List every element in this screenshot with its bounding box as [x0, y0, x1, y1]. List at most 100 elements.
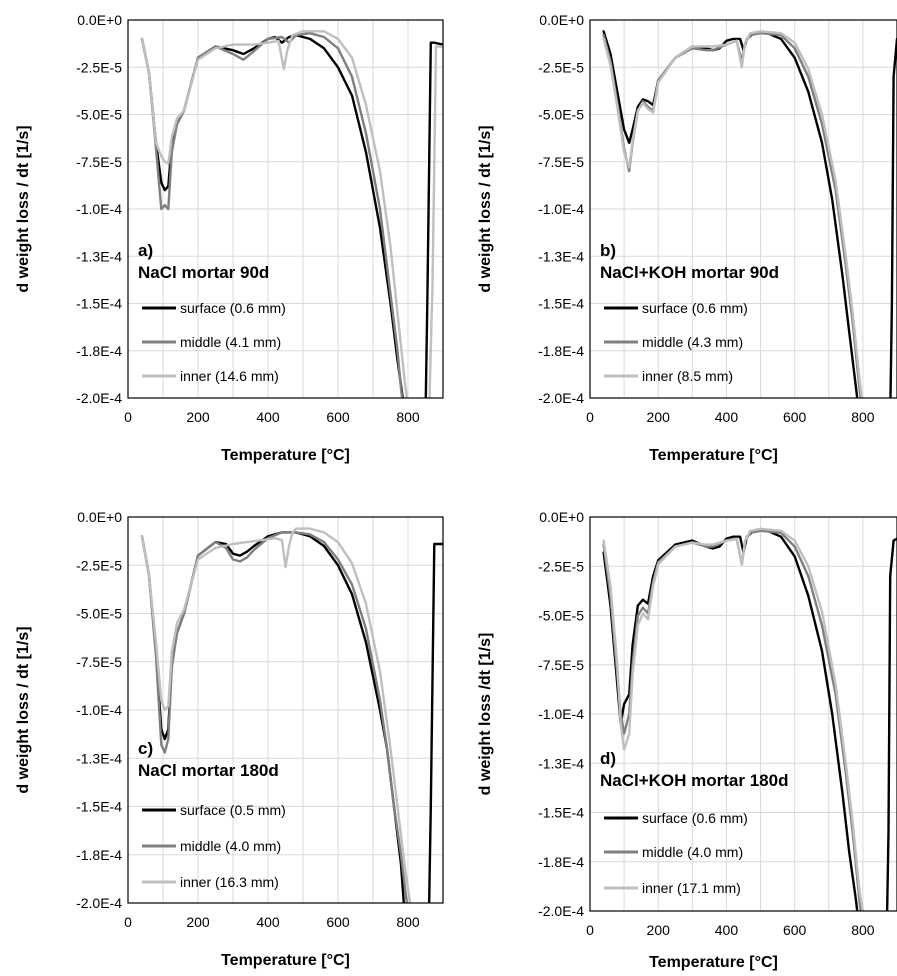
y-tick-label: -1.8E-4 — [76, 343, 122, 359]
y-tick-label: -1.0E-4 — [538, 706, 584, 722]
y-tick-label: -1.8E-4 — [538, 854, 584, 870]
series-line-1 — [140, 531, 443, 903]
y-tick-label: -5.0E-5 — [538, 608, 584, 624]
series-group — [140, 30, 443, 398]
x-tick-label: 200 — [186, 409, 210, 425]
legend-entry: middle (4.1 mm) — [180, 334, 281, 350]
x-tick-label: 0 — [124, 914, 132, 930]
y-tick-label: -1.8E-4 — [538, 343, 584, 359]
y-tick-label: 0.0E+0 — [77, 12, 122, 28]
x-tick-label: 200 — [186, 914, 210, 930]
chart-panel-b: 0.0E+0 -2.5E-5 -5.0E-5 -7.5E-5 -1.0E-4 -1.3E-… — [477, 12, 897, 464]
series-line-1 — [602, 529, 897, 911]
series-line-2 — [602, 32, 862, 398]
x-tick-label: 600 — [783, 922, 807, 938]
y-tick-label: -7.5E-5 — [76, 654, 122, 670]
series-line-3 — [602, 527, 865, 911]
y-tick-label: -5.0E-5 — [538, 107, 584, 123]
series-line-3 — [140, 30, 443, 398]
y-tick-label: -1.3E-4 — [76, 750, 122, 766]
x-tick-label: 600 — [783, 409, 807, 425]
y-tick-label: -2.0E-4 — [76, 390, 122, 406]
y-tick-label: -2.5E-5 — [76, 557, 122, 573]
panel-label: c) — [138, 739, 153, 758]
x-tick-label: 800 — [851, 409, 875, 425]
series-line-2 — [602, 529, 862, 911]
y-tick-label: -2.5E-5 — [538, 558, 584, 574]
x-tick-label: 600 — [326, 914, 350, 930]
y-tick-label: -1.3E-4 — [538, 755, 584, 771]
y-tick-label: -2.0E-4 — [76, 895, 122, 911]
series-group — [140, 527, 443, 903]
y-tick-label: -7.5E-5 — [76, 154, 122, 170]
x-tick-label: 200 — [647, 922, 671, 938]
y-tick-label: -1.3E-4 — [76, 248, 122, 264]
x-axis-title: Temperature [°C] — [221, 447, 350, 464]
x-axis-title: Temperature [°C] — [649, 954, 778, 971]
series-line-3 — [140, 527, 412, 903]
y-tick-label: -2.5E-5 — [76, 59, 122, 75]
plot-frame — [589, 19, 897, 399]
series-line-2 — [140, 531, 409, 903]
x-tick-label: 800 — [396, 914, 420, 930]
series-line-1 — [602, 30, 897, 398]
series-group — [602, 527, 897, 911]
y-tick-label: 0.0E+0 — [539, 12, 584, 28]
panel-title: NaCl+KOH mortar 180d — [600, 771, 788, 790]
y-tick-label: -1.8E-4 — [76, 847, 122, 863]
x-tick-label: 800 — [851, 922, 875, 938]
y-axis-title: d weight loss /dt [1/s] — [477, 633, 494, 796]
chart-panel-d: 0.0E+0 -2.5E-5 -5.0E-5 -7.5E-5 -1.0E-4 -1.3E-… — [477, 509, 897, 971]
series-line-2 — [140, 32, 404, 398]
panel-title: NaCl+KOH mortar 90d — [600, 263, 779, 282]
legend-entry: surface (0.6 mm) — [642, 300, 748, 316]
x-tick-label: 600 — [326, 409, 350, 425]
y-tick-label: -7.5E-5 — [538, 657, 584, 673]
y-tick-label: -1.5E-4 — [76, 296, 122, 312]
x-tick-label: 400 — [715, 409, 739, 425]
legend-entry: middle (4.0 mm) — [642, 844, 743, 860]
legend-entry: middle (4.0 mm) — [180, 838, 281, 854]
y-axis-title: d weight loss / dt [1/s] — [477, 125, 494, 292]
y-tick-label: -5.0E-5 — [76, 606, 122, 622]
y-tick-label: -7.5E-5 — [538, 154, 584, 170]
x-tick-label: 0 — [586, 922, 594, 938]
legend-entry: surface (0.5 mm) — [180, 802, 286, 818]
y-tick-label: -1.5E-4 — [538, 805, 584, 821]
x-tick-label: 0 — [586, 409, 594, 425]
y-tick-label: -1.3E-4 — [538, 248, 584, 264]
x-tick-label: 400 — [256, 914, 280, 930]
chart-panel-c: 0.0E+0 -2.5E-5 -5.0E-5 -7.5E-5 -1.0E-4 -1.3E-… — [15, 509, 444, 969]
y-tick-label: -5.0E-5 — [76, 107, 122, 123]
y-tick-label: -1.5E-4 — [538, 296, 584, 312]
legend-entry: middle (4.3 mm) — [642, 334, 743, 350]
legend-entry: inner (16.3 mm) — [180, 874, 279, 890]
y-axis-title: d weight loss / dt [1/s] — [15, 626, 32, 793]
panel-label: a) — [138, 241, 153, 260]
y-tick-label: -1.0E-4 — [76, 702, 122, 718]
y-tick-label: -2.5E-5 — [538, 59, 584, 75]
legend-entry: inner (17.1 mm) — [642, 880, 741, 896]
y-axis-title: d weight loss / dt [1/s] — [15, 125, 32, 292]
x-tick-label: 200 — [647, 409, 671, 425]
series-line-3 — [602, 30, 863, 398]
y-tick-label: -1.0E-4 — [76, 201, 122, 217]
x-tick-label: 800 — [396, 409, 420, 425]
legend-entry: surface (0.6 mm) — [180, 300, 286, 316]
x-tick-label: 0 — [124, 409, 132, 425]
plot-frame — [589, 516, 897, 912]
panel-label: b) — [600, 241, 616, 260]
y-tick-label: 0.0E+0 — [539, 509, 584, 525]
legend-entry: surface (0.6 mm) — [642, 810, 748, 826]
y-tick-label: -2.0E-4 — [538, 390, 584, 406]
y-tick-label: 0.0E+0 — [77, 509, 122, 525]
panel-title: NaCl mortar 90d — [138, 263, 269, 282]
series-group — [602, 30, 897, 398]
panel-title: NaCl mortar 180d — [138, 761, 279, 780]
x-tick-label: 400 — [256, 409, 280, 425]
y-tick-label: -1.5E-4 — [76, 799, 122, 815]
legend-entry: inner (8.5 mm) — [642, 368, 733, 384]
panel-label: d) — [600, 749, 616, 768]
y-tick-label: -1.0E-4 — [538, 201, 584, 217]
